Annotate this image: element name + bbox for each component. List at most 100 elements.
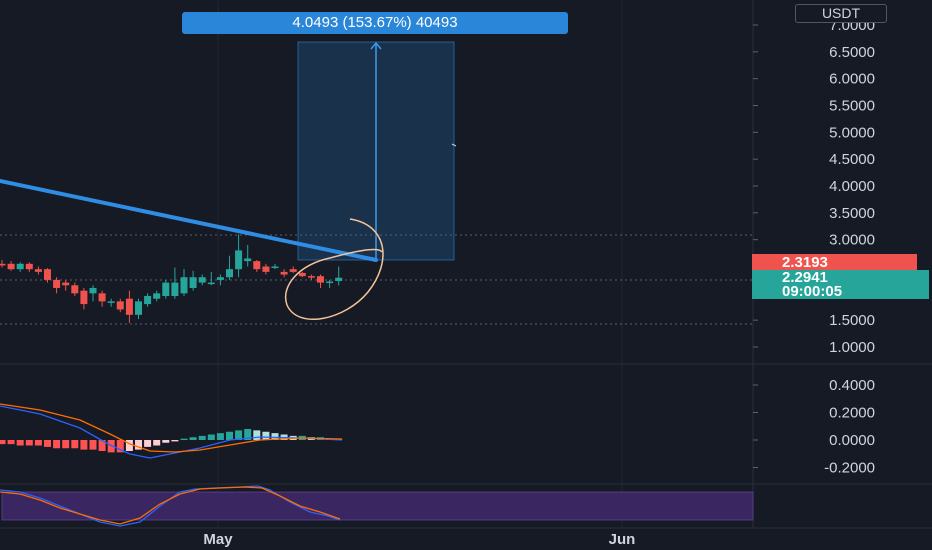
candle-body[interactable] [116,301,124,310]
macd-bar [189,437,197,440]
candle-body[interactable] [144,296,152,305]
macd-bar [125,440,133,451]
macd-bar [198,435,206,440]
candle-body[interactable] [298,272,306,277]
candle-body[interactable] [326,281,334,284]
indicator-axis-label: -0.2000 [824,460,875,477]
time-axis-label-may: May [203,531,233,548]
candle-body[interactable] [271,266,279,269]
candle-body[interactable] [216,277,224,280]
price-axis-label: 6.0000 [829,71,875,88]
candle-body[interactable] [235,250,243,270]
macd-bar [25,440,33,446]
macd-bar [207,434,215,440]
candle-body[interactable] [89,287,97,294]
price-axis-label: 6.5000 [829,44,875,61]
macd-bar [80,440,88,450]
signal-line [0,403,343,453]
macd-bar [62,440,70,449]
time-axis-label-jun: Jun [609,531,636,548]
price-axis-label: 5.5000 [829,98,875,115]
macd-bar [153,440,161,446]
candle-body[interactable] [226,269,233,278]
macd-bar [0,440,6,445]
macd-bar [235,430,243,440]
candle-body[interactable] [16,263,24,270]
candle-body[interactable] [107,301,115,303]
candle-body[interactable] [207,282,215,285]
candle-body[interactable] [44,269,51,280]
price-axis-label: 5.0000 [829,124,875,141]
candle-body[interactable] [317,276,324,283]
candle-body[interactable] [62,282,70,286]
rsi-band [1,491,754,521]
price-axis-label: 3.0000 [829,232,875,249]
last-price-tag: 2.3193 [752,254,917,272]
macd-bar [135,440,142,450]
macd-bar [262,431,270,440]
price-axis-label: 4.5000 [829,151,875,168]
current-price-value: 2.2941 [782,269,828,286]
candle-body[interactable] [25,263,33,270]
candle-body[interactable] [7,263,15,270]
candle-body[interactable] [180,277,188,294]
candle-body[interactable] [307,276,315,278]
price-range-arrowhead [370,41,382,50]
currency-label[interactable]: USDT [795,4,887,23]
candle-body[interactable] [335,277,343,281]
indicator-axis-label: 0.4000 [829,377,875,394]
candle-body[interactable] [162,282,170,297]
macd-line [0,405,343,459]
candle-body[interactable] [53,279,61,288]
price-axis-label: 1.0000 [829,339,875,356]
current-price-tag: 2.2941 09:00:05 [752,270,929,299]
macd-bar [89,440,97,450]
candle-body[interactable] [71,285,79,294]
macd-bar [116,440,124,453]
candle-body[interactable] [98,293,106,302]
candle-body[interactable] [171,282,179,297]
indicator-axis[interactable]: 0.4000 0.2000 0.0000 -0.2000 [753,377,875,477]
candle-body[interactable] [289,269,297,272]
macd-bar [144,440,152,447]
macd-bar [171,440,179,442]
macd-bar [7,440,15,445]
macd-bar [34,440,42,446]
macd-bar [98,440,106,451]
macd-bar [226,431,233,440]
price-axis-label: 3.5000 [829,205,875,222]
candle-countdown: 09:00:05 [782,283,843,300]
price-axis-label: 4.0000 [829,178,875,195]
candlestick-series[interactable] [0,234,343,323]
candle-body[interactable] [0,263,6,266]
price-axis-label: 1.5000 [829,312,875,329]
macd-bar [162,440,170,443]
trendline[interactable] [0,179,378,262]
macd-bar [44,440,51,447]
candle-body[interactable] [253,261,261,270]
price-axis[interactable]: 7.00006.50006.00005.50005.00004.50004.00… [753,17,875,356]
macd-bar [16,440,24,446]
candle-body[interactable] [125,298,133,315]
candle-body[interactable] [135,301,142,315]
candle-body[interactable] [280,271,288,275]
stoch-k-line [0,485,341,527]
macd-bar [244,429,252,440]
hand-drawn-circle-annotation[interactable] [284,218,384,320]
price-range-label: 4.0493 (153.67%) 40493 [182,12,568,34]
candle-body[interactable] [189,277,197,288]
candle-body[interactable] [153,293,161,299]
candle-body[interactable] [34,269,42,272]
candle-body[interactable] [262,266,270,272]
candle-body[interactable] [198,277,206,283]
candle-body[interactable] [244,258,252,262]
indicator-axis-label: 0.0000 [829,432,875,449]
time-axis[interactable]: May Jun [203,531,635,548]
macd-bar [53,440,61,449]
indicator-axis-label: 0.2000 [829,405,875,422]
stoch-d-line [0,486,341,525]
trendline-tip [353,255,377,261]
candle-body[interactable] [80,290,88,305]
macd-bar [180,438,188,440]
macd-bar [216,433,224,440]
